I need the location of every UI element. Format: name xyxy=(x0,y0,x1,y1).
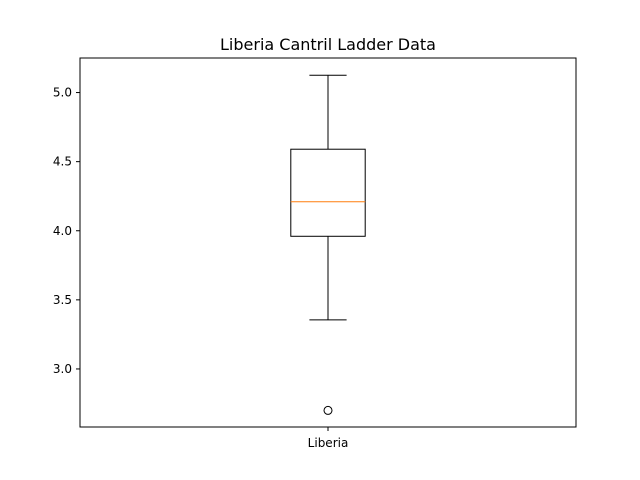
y-tick-label: 3.0 xyxy=(53,362,72,376)
y-tick-label: 5.0 xyxy=(53,86,72,100)
box-plot-group xyxy=(290,74,366,415)
boxes-layer xyxy=(290,74,366,415)
chart-title: Liberia Cantril Ladder Data xyxy=(220,35,436,54)
y-tick-label: 3.5 xyxy=(53,293,72,307)
y-tick-label: 4.5 xyxy=(53,155,72,169)
y-tick-label: 4.0 xyxy=(53,224,72,238)
interquartile-box xyxy=(290,148,366,237)
x-axis: Liberia xyxy=(308,427,349,450)
x-tick-label: Liberia xyxy=(308,436,349,450)
outlier-point xyxy=(323,405,333,415)
y-axis: 3.0 3.5 4.0 4.5 5.0 xyxy=(53,86,80,376)
